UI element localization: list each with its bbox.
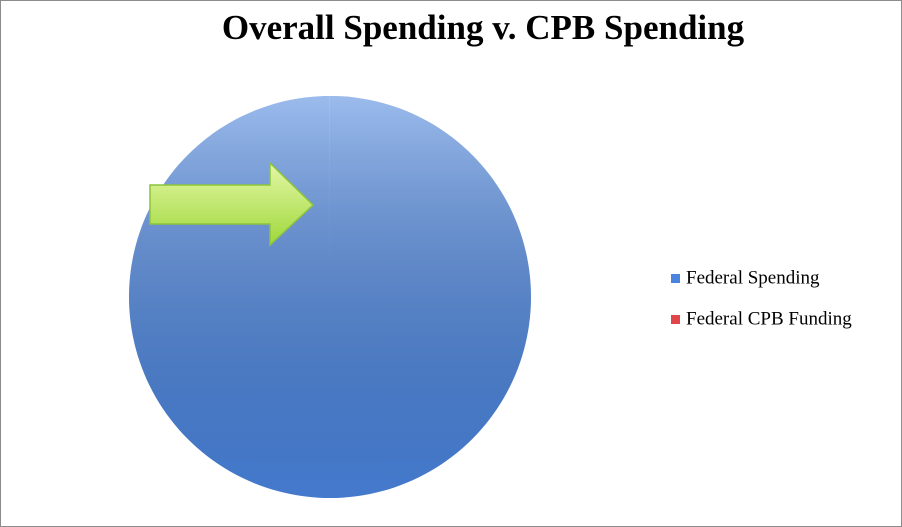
pie [128,96,531,499]
legend: Federal Spending Federal CPB Funding [671,267,852,329]
legend-label: Federal Spending [686,267,820,288]
legend-label: Federal CPB Funding [686,308,852,329]
legend-swatch [671,315,680,324]
legend-swatch [671,274,680,283]
chart-title: Overall Spending v. CPB Spending [222,8,745,47]
arrow [149,161,315,247]
